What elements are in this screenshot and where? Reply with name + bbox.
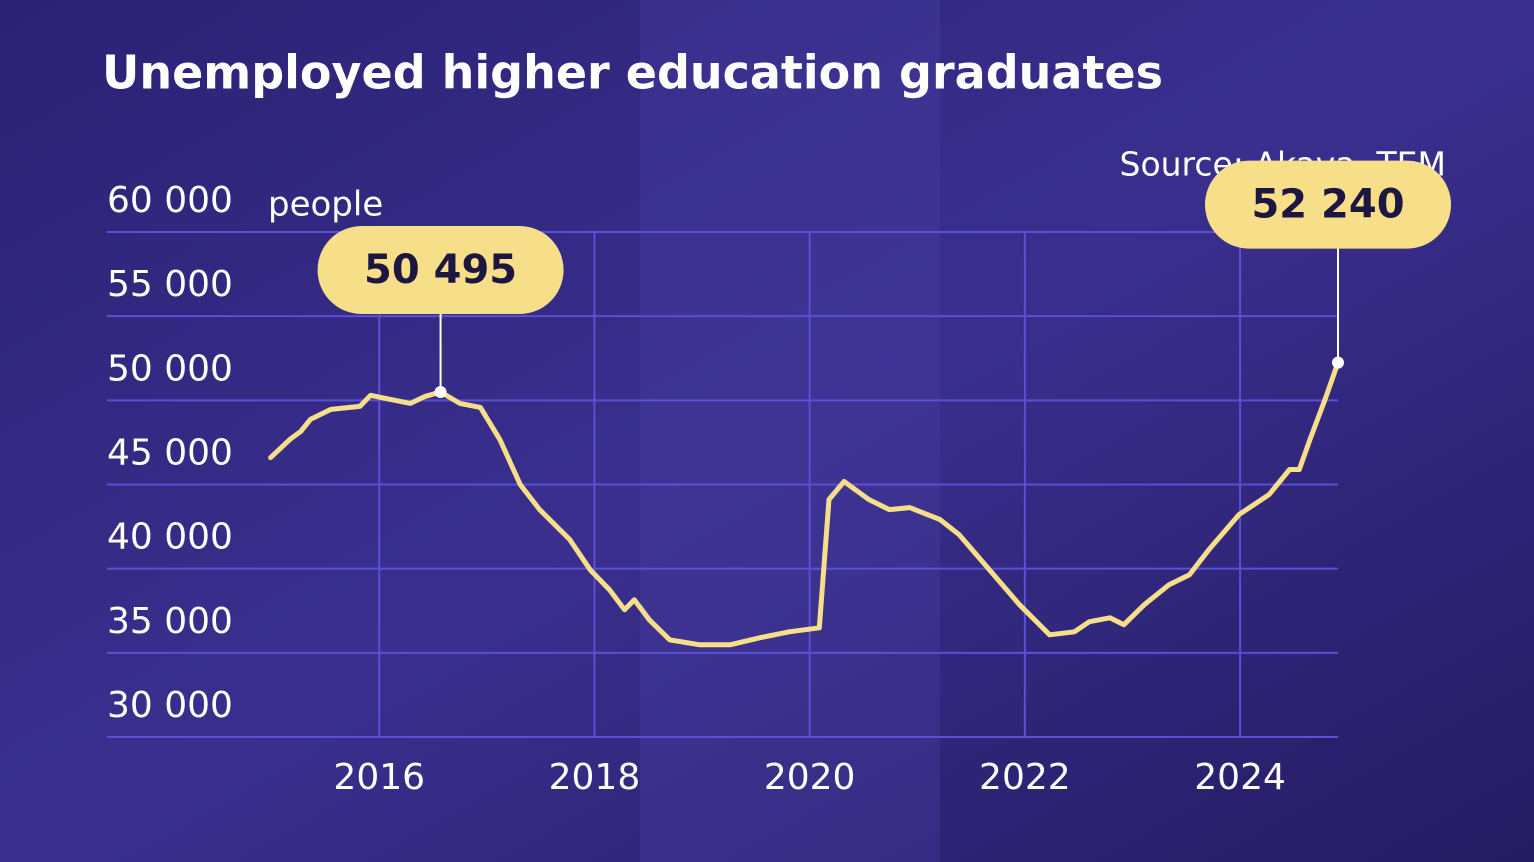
backdrop-shape [640, 0, 940, 862]
x-tick-label: 2018 [549, 757, 641, 798]
y-tick-label: 50 000 [107, 348, 233, 389]
y-tick-label: 60 000 [107, 180, 233, 221]
callout-label: 52 240 [1251, 182, 1404, 228]
y-unit: people [268, 185, 383, 225]
chart-title: Unemployed higher education graduates [102, 46, 1163, 100]
callout-point [1332, 356, 1344, 369]
y-tick-label: 35 000 [107, 601, 233, 642]
plot: 50 495 52 240 [268, 160, 1451, 648]
callout-box [1205, 160, 1451, 249]
data-line [268, 360, 1341, 648]
x-tick-label: 2022 [979, 757, 1071, 798]
callout-point [434, 386, 447, 399]
y-tick-label: 45 000 [107, 433, 233, 474]
y-tick-label: 30 000 [107, 685, 233, 726]
callout-box [317, 226, 564, 315]
x-tick-label: 2020 [764, 757, 856, 798]
x-tick-label: 2024 [1194, 757, 1286, 798]
y-tick-label: 55 000 [107, 264, 233, 305]
y-tick-label: 40 000 [107, 517, 233, 558]
x-tick-label: 2016 [333, 757, 425, 798]
grid: 30 000 35 000 40 000 45 000 50 000 55 000 60 0… [107, 180, 1338, 798]
callout-label: 50 495 [364, 247, 517, 293]
